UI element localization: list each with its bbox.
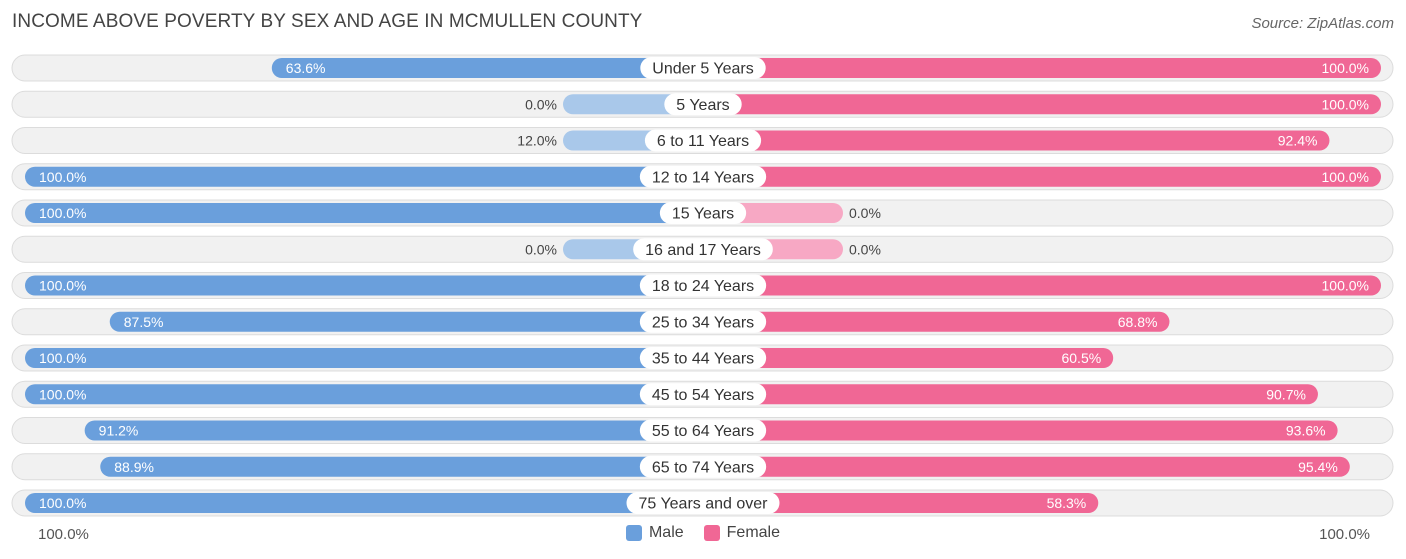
male-value-label: 12.0% xyxy=(517,133,557,149)
male-value-label: 0.0% xyxy=(525,241,557,257)
male-bar xyxy=(271,58,703,78)
legend-item-male[interactable]: Male xyxy=(625,524,684,542)
male-swatch xyxy=(625,525,642,541)
axis-right-label: 100.0% xyxy=(1319,526,1370,543)
female-value-label: 100.0% xyxy=(1322,96,1369,112)
female-value-label: 58.3% xyxy=(1047,495,1087,511)
category-pill xyxy=(664,93,742,116)
category-pill xyxy=(639,165,767,188)
category-label: 6 to 11 Years xyxy=(657,133,749,150)
row-11: 65 to 74 Years 88.9% 95.4% xyxy=(11,453,1394,481)
female-bar xyxy=(703,275,1381,296)
male-bar xyxy=(25,348,703,368)
category-label: Under 5 Years xyxy=(652,61,753,78)
row-10: 55 to 64 Years 91.2% 93.6% xyxy=(11,417,1394,444)
male-bar xyxy=(25,166,703,187)
category-pill xyxy=(644,129,762,152)
female-swatch xyxy=(703,525,720,541)
category-label: 65 to 74 Years xyxy=(652,459,754,476)
female-value-label: 90.7% xyxy=(1266,386,1306,402)
female-value-label: 0.0% xyxy=(849,205,881,221)
category-label: 15 Years xyxy=(672,206,734,223)
category-pill xyxy=(639,310,767,333)
female-value-label: 100.0% xyxy=(1322,278,1369,294)
male-value-label: 100.0% xyxy=(39,350,86,366)
category-label: 12 to 14 Years xyxy=(652,169,754,186)
male-bar xyxy=(25,493,703,513)
male-bar xyxy=(109,311,703,332)
row-0: Under 5 Years 63.6% 100.0% xyxy=(11,54,1394,82)
category-label: 18 to 24 Years xyxy=(652,278,754,295)
chart-title: INCOME ABOVE POVERTY BY SEX AND AGE IN M… xyxy=(12,11,643,32)
female-bar xyxy=(703,348,1114,368)
male-value-label: 100.0% xyxy=(39,169,86,185)
female-value-label: 92.4% xyxy=(1278,133,1318,149)
male-value-label: 91.2% xyxy=(99,423,139,439)
category-label: 35 to 44 Years xyxy=(652,351,754,368)
female-bar xyxy=(703,166,1381,187)
male-value-label: 100.0% xyxy=(39,386,86,402)
row-8: 35 to 44 Years 100.0% 60.5% xyxy=(11,344,1394,372)
row-1: 5 Years 0.0% 100.0% xyxy=(11,90,1394,118)
male-value-label: 0.0% xyxy=(525,96,557,112)
axis-left-label: 100.0% xyxy=(38,526,89,543)
category-pill xyxy=(633,238,773,261)
male-bar xyxy=(100,456,704,477)
category-pill xyxy=(639,455,767,478)
male-value-label: 100.0% xyxy=(39,495,86,511)
category-label: 45 to 54 Years xyxy=(652,387,754,404)
row-7: 25 to 34 Years 87.5% 68.8% xyxy=(11,308,1394,336)
female-bar xyxy=(703,456,1350,477)
category-pill xyxy=(639,274,767,297)
female-bar xyxy=(703,384,1318,405)
row-12: 75 Years and over 100.0% 58.3% xyxy=(11,489,1394,517)
legend-item-female[interactable]: Female xyxy=(703,524,781,542)
female-value-label: 0.0% xyxy=(849,241,881,257)
row-6: 18 to 24 Years 100.0% 100.0% xyxy=(11,272,1394,299)
female-value-label: 68.8% xyxy=(1118,314,1158,330)
row-2: 6 to 11 Years 12.0% 92.4% xyxy=(11,127,1394,154)
female-value-label: 100.0% xyxy=(1322,60,1369,76)
female-bar xyxy=(703,493,1099,513)
male-bar xyxy=(25,275,703,296)
category-pill xyxy=(626,492,780,514)
category-pill xyxy=(639,347,767,369)
male-value-label: 100.0% xyxy=(39,205,86,221)
row-3: 12 to 14 Years 100.0% 100.0% xyxy=(11,163,1394,191)
category-pill xyxy=(640,57,766,79)
female-bar xyxy=(703,420,1338,441)
male-bar xyxy=(84,420,703,441)
female-value-label: 60.5% xyxy=(1061,350,1101,366)
row-9: 45 to 54 Years 100.0% 90.7% xyxy=(11,380,1394,408)
male-bar xyxy=(25,384,703,405)
category-pill xyxy=(639,419,767,442)
category-label: 25 to 34 Years xyxy=(652,314,754,331)
diverging-bar-chart: Under 5 Years 63.6% 100.0% 5 Years 0.0% 100.0… xyxy=(11,54,1394,517)
category-label: 55 to 64 Years xyxy=(652,423,754,440)
female-value-label: 100.0% xyxy=(1322,169,1369,185)
female-bar xyxy=(703,58,1381,78)
male-value-label: 88.9% xyxy=(114,459,154,475)
row-4: 15 Years 100.0% 0.0% xyxy=(11,199,1394,227)
category-label: 75 Years and over xyxy=(639,496,769,513)
category-label: 16 and 17 Years xyxy=(645,242,761,259)
source-label: Source: ZipAtlas.com xyxy=(1251,15,1394,32)
female-value-label: 95.4% xyxy=(1298,459,1338,475)
female-bar xyxy=(703,130,1330,151)
male-value-label: 63.6% xyxy=(286,60,326,76)
category-pill xyxy=(659,202,747,224)
legend-female-label: Female xyxy=(726,524,781,541)
female-value-label: 93.6% xyxy=(1286,423,1326,439)
category-pill xyxy=(639,383,767,406)
male-value-label: 100.0% xyxy=(39,278,86,294)
legend-male-label: Male xyxy=(648,524,684,541)
female-bar xyxy=(703,311,1170,332)
legend: Male Female xyxy=(0,524,1406,542)
male-value-label: 87.5% xyxy=(124,314,164,330)
female-bar xyxy=(703,94,1381,115)
row-5: 16 and 17 Years 0.0% 0.0% xyxy=(11,235,1394,263)
male-bar xyxy=(25,203,703,223)
category-label: 5 Years xyxy=(676,97,729,114)
